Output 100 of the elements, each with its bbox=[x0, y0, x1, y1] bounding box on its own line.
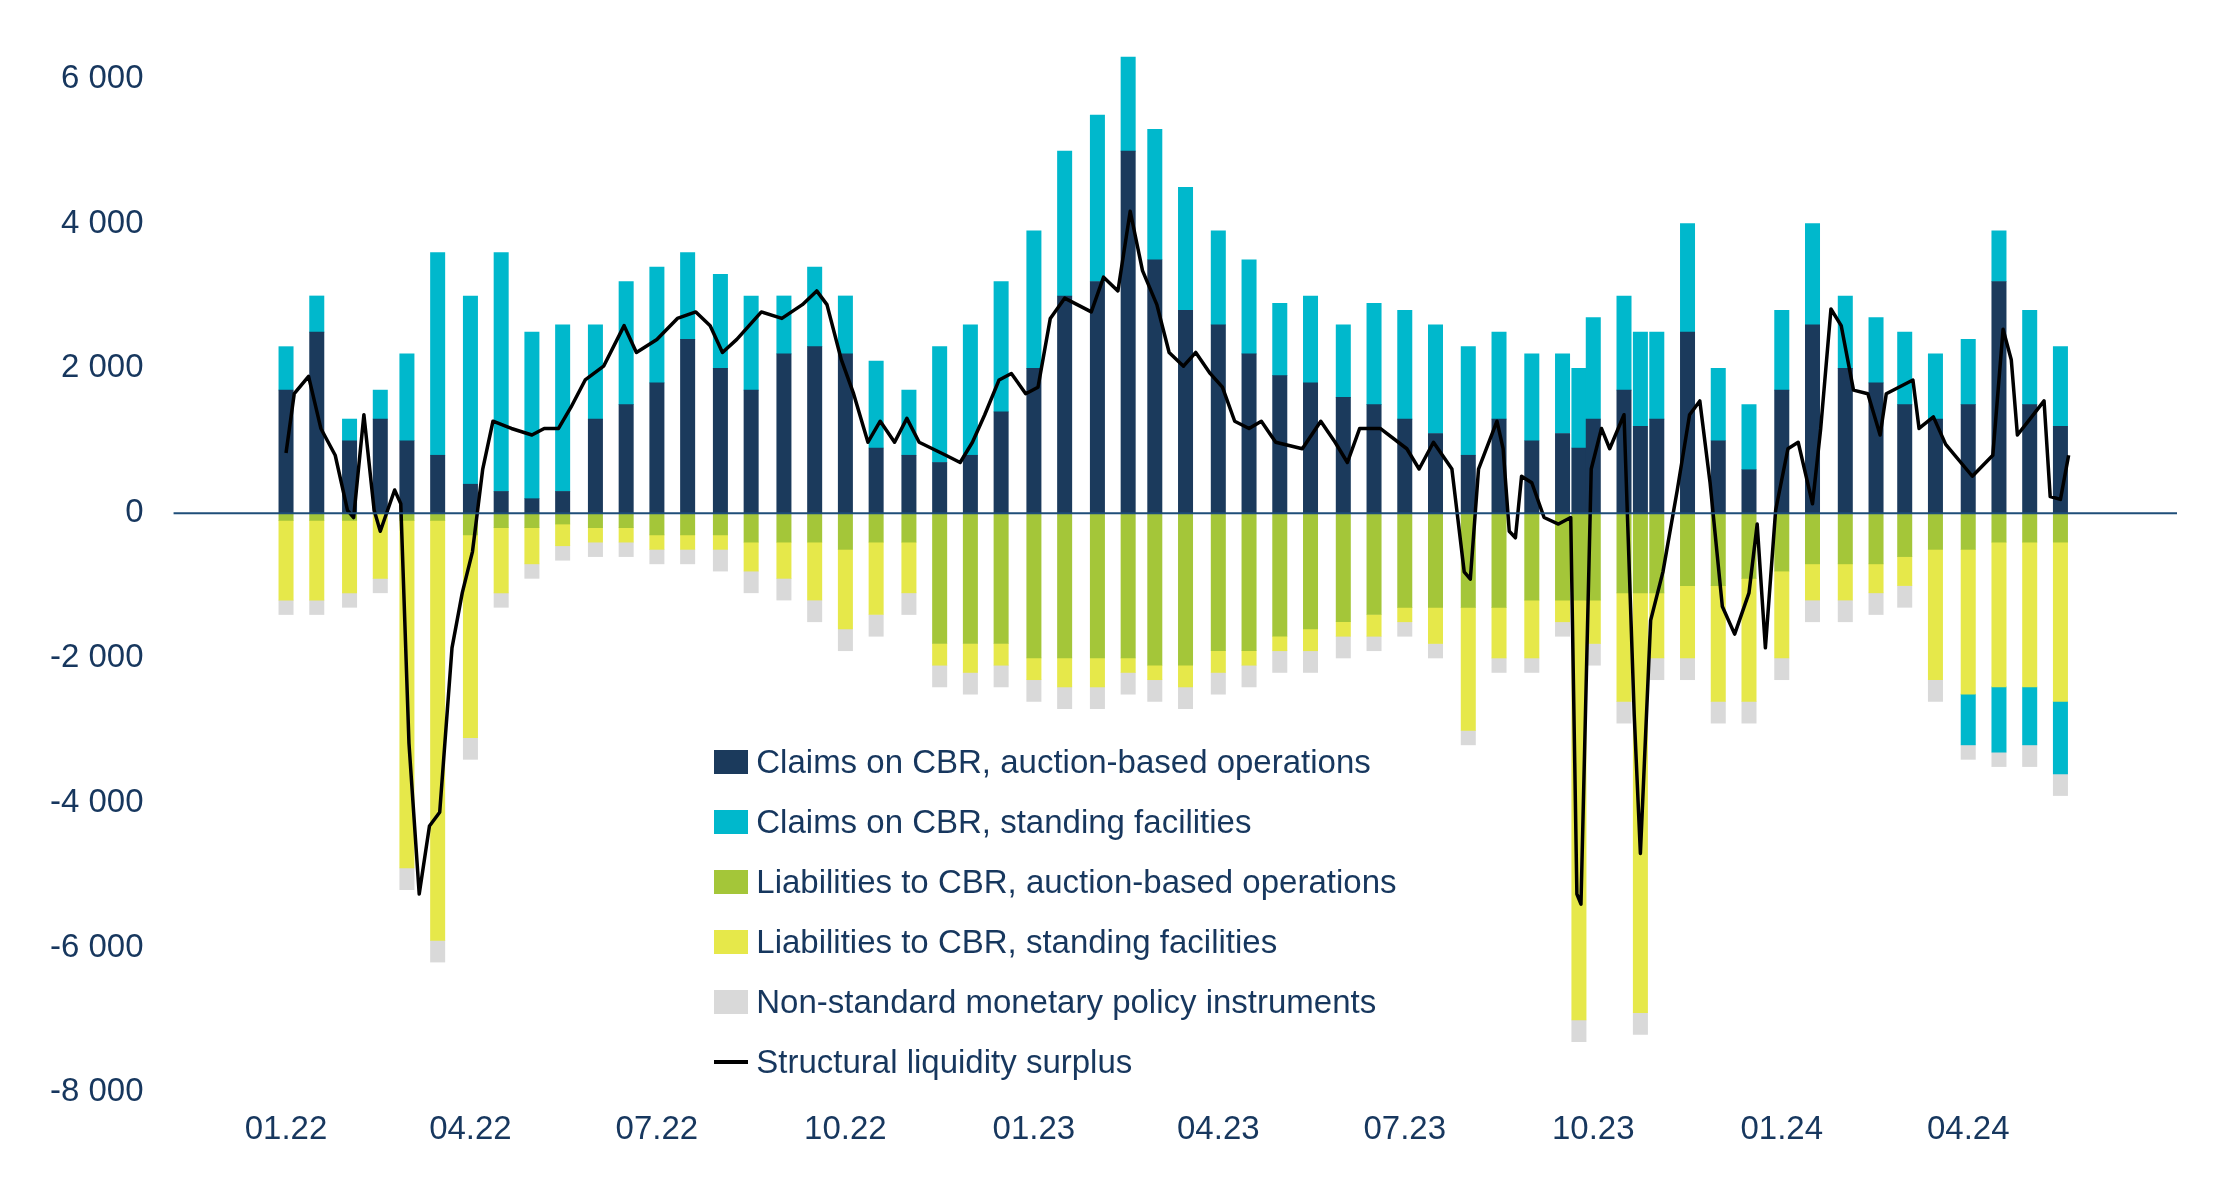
bar bbox=[1366, 404, 1382, 514]
bar bbox=[1089, 114, 1105, 282]
bar bbox=[1805, 599, 1821, 623]
bar bbox=[807, 512, 823, 543]
bar bbox=[1837, 599, 1853, 623]
x-tick-label: 04.23 bbox=[1177, 1109, 1260, 1147]
bar bbox=[1241, 512, 1257, 652]
x-tick-label: 01.23 bbox=[992, 1109, 1076, 1147]
bar bbox=[1335, 324, 1351, 398]
bar bbox=[2052, 512, 2068, 543]
bar bbox=[1210, 672, 1226, 695]
y-tick-label: 0 bbox=[125, 492, 144, 530]
y-tick-label: -2 000 bbox=[49, 637, 144, 675]
bar bbox=[776, 353, 792, 514]
bar bbox=[868, 541, 884, 615]
bar bbox=[1026, 368, 1042, 514]
bar bbox=[1178, 664, 1194, 688]
bar bbox=[932, 512, 948, 644]
bar bbox=[1805, 563, 1821, 601]
bar bbox=[342, 592, 358, 608]
bar bbox=[1868, 317, 1884, 384]
bar bbox=[1555, 621, 1571, 637]
bar bbox=[649, 266, 665, 384]
bar bbox=[1303, 512, 1319, 630]
bar bbox=[1927, 512, 1943, 550]
bar bbox=[2022, 512, 2038, 543]
bar bbox=[1120, 150, 1136, 514]
bar bbox=[1741, 701, 1757, 724]
bar bbox=[1897, 556, 1913, 586]
bar bbox=[493, 512, 509, 528]
bar bbox=[1147, 512, 1163, 666]
bar bbox=[807, 346, 823, 514]
bar bbox=[1491, 606, 1507, 659]
bar bbox=[868, 447, 884, 514]
bar bbox=[932, 346, 948, 463]
legend-label: Claims on CBR, auction-based operations bbox=[756, 742, 1371, 783]
bar bbox=[993, 512, 1009, 644]
bar bbox=[1026, 512, 1042, 659]
bar bbox=[1991, 686, 2007, 753]
bar bbox=[493, 491, 509, 514]
bar bbox=[1272, 512, 1288, 637]
x-tick-label: 07.22 bbox=[615, 1109, 699, 1147]
bar bbox=[680, 252, 696, 340]
bar bbox=[837, 353, 853, 514]
bar bbox=[837, 628, 853, 652]
bar bbox=[2022, 541, 2038, 688]
bar bbox=[712, 534, 728, 550]
bar bbox=[1428, 512, 1444, 608]
bar bbox=[743, 295, 759, 391]
bar bbox=[932, 462, 948, 514]
bar bbox=[1241, 664, 1257, 688]
x-tick-label: 10.22 bbox=[804, 1109, 887, 1147]
legend-label: Structural liquidity surplus bbox=[756, 1042, 1133, 1083]
bar bbox=[618, 404, 634, 514]
bar bbox=[1632, 1012, 1648, 1035]
bar bbox=[1991, 512, 2007, 543]
bar bbox=[1774, 657, 1790, 681]
bar bbox=[372, 418, 388, 514]
bar bbox=[962, 324, 978, 456]
bar bbox=[1741, 578, 1757, 702]
bar bbox=[743, 570, 759, 594]
bar bbox=[2022, 744, 2038, 767]
bar bbox=[1026, 230, 1042, 369]
bar bbox=[868, 614, 884, 637]
bar bbox=[1680, 223, 1696, 333]
bar bbox=[1210, 230, 1226, 326]
bar bbox=[1837, 368, 1853, 514]
bar bbox=[1741, 404, 1757, 471]
bar bbox=[743, 512, 759, 543]
bar bbox=[1272, 635, 1288, 652]
bar bbox=[1057, 295, 1073, 514]
bar bbox=[1571, 1019, 1587, 1043]
x-tick-label: 01.22 bbox=[244, 1109, 328, 1147]
bar bbox=[1303, 295, 1319, 384]
bar bbox=[680, 549, 696, 565]
bar bbox=[868, 360, 884, 449]
bar bbox=[1491, 657, 1507, 673]
bar bbox=[1868, 592, 1884, 615]
bar bbox=[1868, 512, 1884, 565]
bar bbox=[1991, 230, 2007, 282]
bar bbox=[1524, 657, 1540, 673]
bar bbox=[2022, 404, 2038, 514]
bar bbox=[1241, 353, 1257, 514]
bar bbox=[1897, 512, 1913, 557]
bar bbox=[1680, 331, 1696, 514]
bar bbox=[993, 643, 1009, 666]
bar bbox=[1303, 628, 1319, 652]
bar bbox=[587, 418, 603, 514]
bar bbox=[1960, 693, 1976, 746]
bar bbox=[618, 281, 634, 405]
bar bbox=[524, 527, 540, 565]
bar bbox=[2052, 541, 2068, 702]
bar bbox=[1710, 440, 1726, 514]
bar bbox=[2022, 310, 2038, 405]
bar bbox=[1460, 606, 1476, 731]
bar bbox=[1428, 643, 1444, 659]
bar bbox=[1147, 664, 1163, 681]
bar bbox=[1774, 310, 1790, 391]
bar bbox=[1303, 382, 1319, 514]
bar bbox=[649, 512, 665, 536]
